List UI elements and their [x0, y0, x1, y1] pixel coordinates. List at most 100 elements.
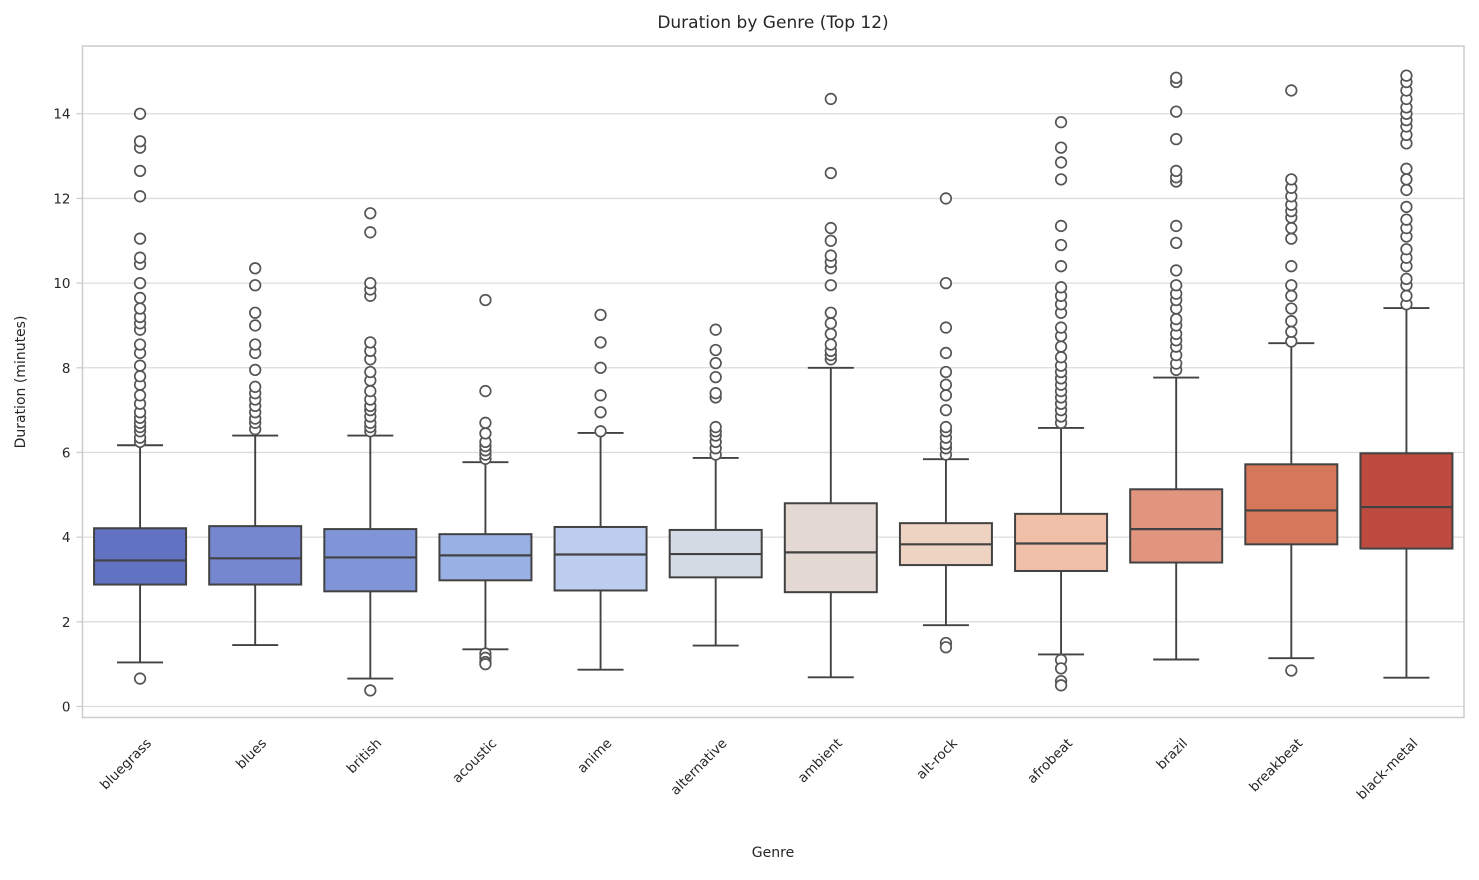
outlier-point: [364, 336, 377, 349]
outlier-point: [1054, 260, 1068, 273]
outlier-point: [479, 427, 492, 440]
outlier-point: [939, 641, 953, 654]
outlier-point: [1054, 281, 1068, 294]
outlier-point: [1054, 141, 1068, 154]
outlier-point: [824, 327, 837, 341]
outlier-point: [364, 226, 377, 239]
box-black-metal: [1359, 69, 1454, 679]
outlier-point: [1400, 243, 1413, 256]
outlier-point: [709, 323, 722, 336]
outlier-point: [364, 276, 377, 290]
outlier-point: [1170, 105, 1183, 118]
outlier-point: [1285, 302, 1298, 315]
outlier-point: [824, 234, 837, 247]
outlier-point: [133, 107, 147, 120]
outlier-point: [824, 317, 837, 330]
outlier-point: [1285, 664, 1298, 677]
x-tick-label-blues: blues: [233, 736, 270, 773]
x-axis: bluegrass blues british acoustic anime altern…: [97, 735, 1421, 803]
outlier-point: [133, 135, 147, 148]
outlier-point: [1054, 238, 1068, 252]
x-tick-label-bluegrass: bluegrass: [97, 736, 155, 794]
outlier-point: [249, 262, 262, 275]
outlier-point: [479, 384, 492, 398]
outlier-point: [1054, 662, 1068, 675]
plot-frame-group: [81, 45, 1465, 719]
outlier-point: [364, 365, 377, 379]
y-tick-label: 4: [62, 530, 71, 546]
outlier-point: [939, 378, 953, 391]
outlier-point: [1170, 164, 1183, 178]
iqr-box: [323, 528, 418, 593]
outlier-point: [1400, 183, 1413, 197]
outlier-point: [1285, 289, 1298, 302]
outlier-point: [1170, 132, 1183, 146]
outlier-point: [709, 387, 722, 400]
box-british: [323, 207, 418, 697]
outlier-point: [1170, 279, 1183, 292]
outlier-point: [1400, 173, 1413, 186]
outlier-point: [709, 343, 722, 357]
outlier-point: [1400, 162, 1413, 175]
outlier-point: [1285, 232, 1298, 245]
outlier-point: [1400, 69, 1413, 82]
outlier-point: [133, 338, 147, 351]
outlier-point: [133, 276, 147, 290]
outlier-point: [1170, 219, 1183, 233]
outlier-point: [939, 403, 953, 417]
outlier-point: [249, 319, 262, 332]
outlier-point: [1285, 325, 1298, 338]
box-alt-rock: [898, 192, 993, 654]
y-tick-label: 6: [62, 445, 71, 461]
outlier-point: [133, 359, 147, 372]
box-anime: [553, 308, 648, 671]
x-tick-label-brazil: brazil: [1154, 736, 1191, 773]
box-breakbeat: [1244, 84, 1339, 677]
box-acoustic: [438, 293, 533, 671]
outlier-point: [133, 164, 147, 178]
iqr-box: [1359, 452, 1454, 550]
iqr-box: [1244, 463, 1339, 546]
outlier-point: [133, 302, 147, 315]
iqr-box: [93, 527, 188, 586]
outlier-point: [824, 279, 837, 292]
outlier-point: [939, 321, 953, 334]
outlier-point: [1170, 236, 1183, 250]
outlier-point: [939, 365, 953, 379]
outlier-point: [939, 420, 953, 434]
outlier-point: [1400, 289, 1413, 302]
x-tick-label-anime: anime: [574, 736, 615, 777]
outlier-point: [594, 361, 607, 374]
outlier-point: [709, 370, 722, 384]
outlier-point: [1170, 312, 1183, 326]
outlier-point: [133, 190, 147, 203]
outlier-point: [1285, 221, 1298, 235]
y-tick-label: 8: [62, 361, 71, 377]
outlier-point: [594, 389, 607, 402]
outlier-point: [939, 389, 953, 402]
box-brazil: [1129, 71, 1224, 661]
box-blues: [208, 262, 303, 647]
outlier-point: [594, 336, 607, 349]
x-tick-label-breakbeat: breakbeat: [1246, 736, 1306, 796]
outlier-point: [1285, 260, 1298, 273]
boxes-group: [93, 69, 1454, 697]
outlier-point: [364, 384, 377, 398]
outlier-point: [939, 276, 953, 290]
chart-title: Duration by Genre (Top 12): [657, 13, 888, 33]
outlier-point: [479, 293, 492, 307]
outlier-point: [1285, 315, 1298, 328]
iqr-box: [553, 525, 648, 592]
iqr-box: [208, 525, 303, 586]
outlier-point: [824, 221, 837, 235]
outlier-point: [594, 425, 607, 438]
outlier-point: [1054, 321, 1068, 334]
outlier-point: [133, 232, 147, 245]
iqr-box: [1129, 488, 1224, 564]
outlier-point: [1400, 272, 1413, 286]
outlier-point: [133, 672, 147, 685]
outlier-point: [1054, 679, 1068, 692]
plot-frame: [81, 45, 1465, 719]
